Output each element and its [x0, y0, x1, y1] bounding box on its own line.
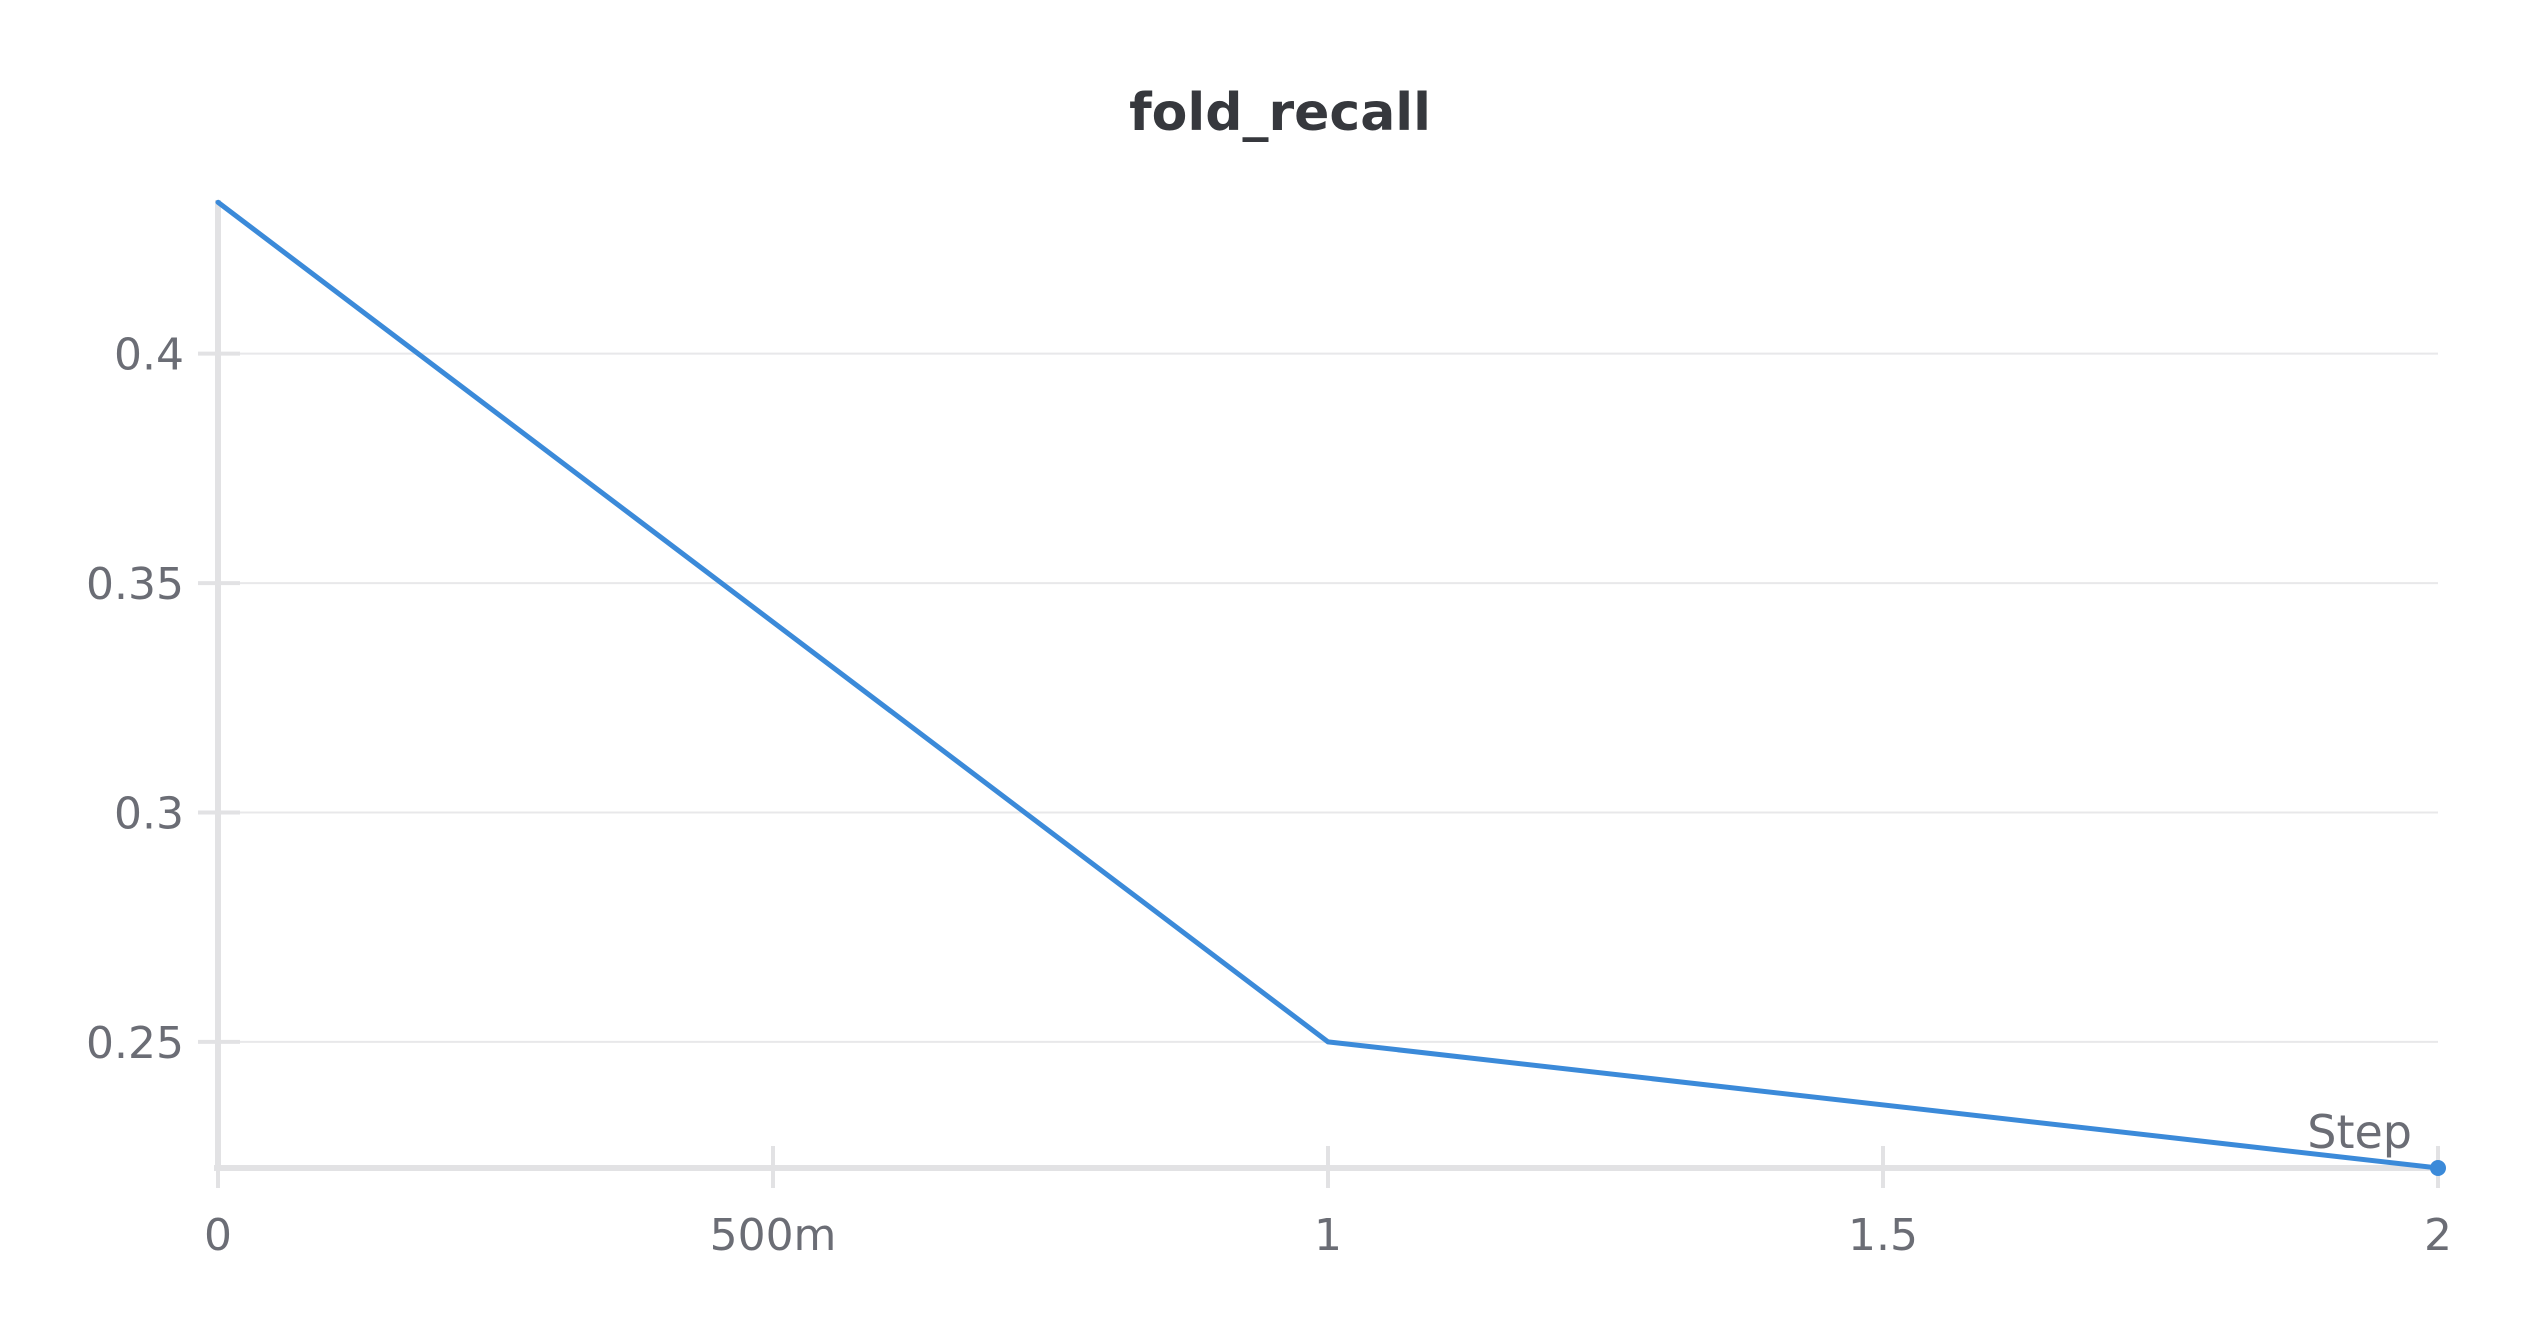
series-layer [215, 199, 2446, 1176]
axes [214, 200, 2438, 1171]
y-tick-label: 0.25 [86, 1018, 184, 1069]
series-end-point [2430, 1160, 2446, 1176]
y-tick-label: 0.35 [86, 559, 184, 610]
x-tick-label: 1 [1314, 1210, 1342, 1261]
x-axis-ticks: 0 500m 1 1.5 2 [204, 1146, 2452, 1261]
x-tick-label: 500m [710, 1210, 837, 1261]
chart-title: fold_recall [1129, 83, 1431, 143]
x-axis-label: Step [2307, 1105, 2412, 1159]
x-tick-label: 2 [2424, 1210, 2452, 1261]
y-tick-label: 0.4 [114, 330, 184, 381]
x-tick-label: 0 [204, 1210, 232, 1261]
series-line [215, 199, 2441, 1171]
x-tick-label: 1.5 [1848, 1210, 1918, 1261]
y-tick-label: 0.3 [114, 788, 184, 839]
y-axis-ticks: 0.25 0.3 0.35 0.4 [86, 330, 240, 1069]
